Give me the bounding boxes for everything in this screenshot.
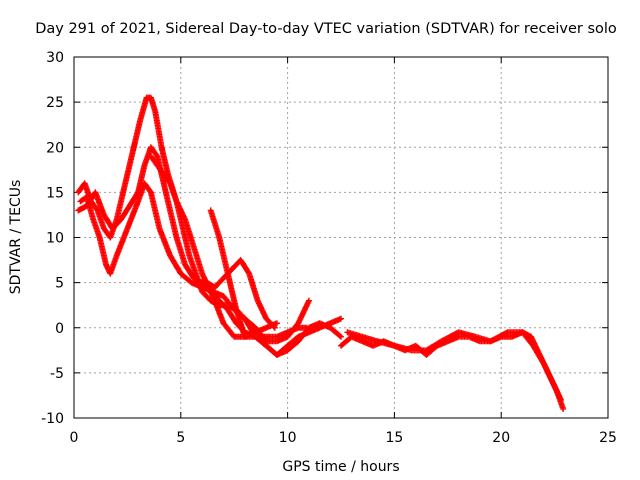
data-point [560, 405, 567, 412]
x-tick-label: 20 [492, 430, 510, 446]
data-point [271, 324, 278, 331]
series-arc-h [203, 257, 278, 331]
data-point [245, 269, 252, 276]
x-tick-label: 25 [599, 430, 617, 446]
series-arc-g [344, 329, 565, 403]
y-tick-label: -5 [50, 366, 64, 382]
chart-title: Day 291 of 2021, Sidereal Day-to-day VTE… [35, 21, 617, 37]
y-axis-label: SDTVAR / TECUs [8, 180, 24, 295]
y-tick-label: 25 [46, 95, 64, 111]
plot-frame [73, 56, 609, 419]
y-tick-label: 5 [55, 276, 64, 292]
series-arc-d [147, 153, 312, 345]
data-points [75, 94, 567, 412]
x-tick-label: 5 [176, 430, 185, 446]
data-point [338, 333, 344, 340]
data-point [336, 332, 343, 339]
y-tick-label: 0 [55, 321, 64, 337]
series-arc-e [207, 207, 344, 358]
data-point [153, 151, 160, 158]
x-tick-label: 0 [70, 430, 79, 446]
data-point [558, 396, 565, 403]
x-tick-label: 10 [279, 430, 297, 446]
data-point [146, 188, 153, 195]
y-tick-label: -10 [41, 411, 64, 427]
axis-ticks: 0 5 10 15 20 25 -10 -5 0 5 10 15 20 25 30 [41, 50, 617, 446]
y-tick-label: 10 [46, 231, 64, 247]
data-point [270, 323, 277, 330]
x-tick-label: 15 [385, 430, 403, 446]
grid-lines [74, 57, 608, 418]
data-point [273, 320, 280, 327]
data-point [305, 297, 312, 304]
y-tick-label: 15 [46, 185, 64, 201]
y-tick-label: 20 [46, 140, 64, 156]
y-tick-label: 30 [46, 50, 64, 66]
x-axis-label: GPS time / hours [282, 459, 399, 475]
data-point [338, 315, 344, 322]
